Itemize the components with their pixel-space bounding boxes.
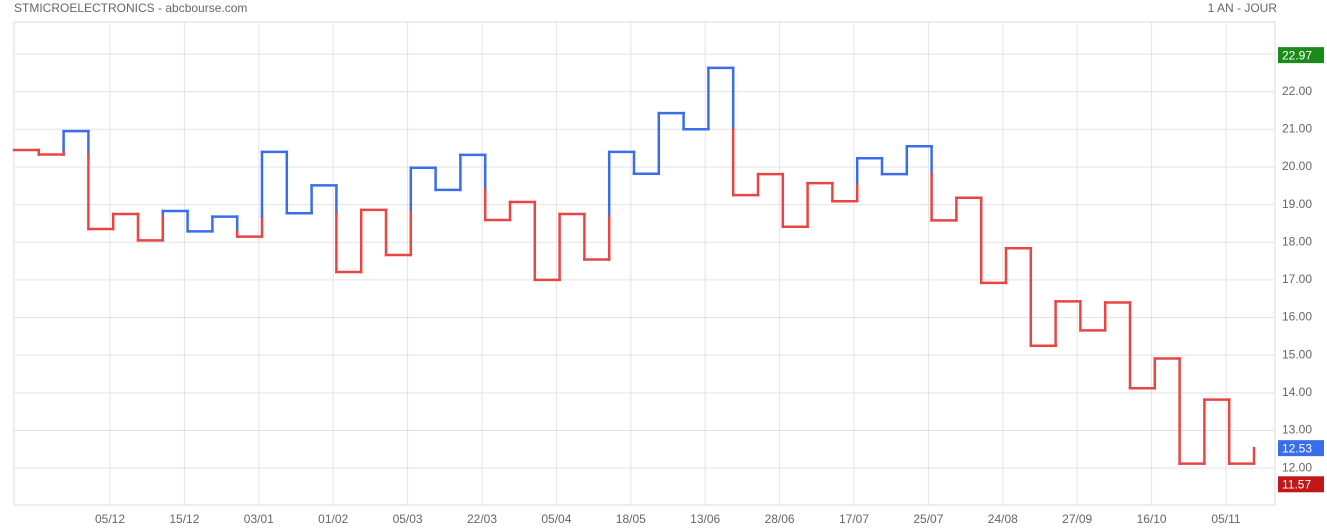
- price-badge-label: 22.97: [1282, 48, 1312, 62]
- x-tick-label: 13/06: [690, 512, 720, 526]
- x-tick-label: 25/07: [913, 512, 943, 526]
- x-tick-label: 16/10: [1137, 512, 1167, 526]
- y-tick-label: 12.00: [1282, 460, 1312, 474]
- y-tick-label: 21.00: [1282, 121, 1312, 135]
- price-badge-label: 12.53: [1282, 441, 1312, 455]
- price-badge: [1278, 47, 1324, 64]
- y-tick-label: 20.00: [1282, 159, 1312, 173]
- y-tick-label: 18.00: [1282, 234, 1312, 248]
- x-tick-label: 24/08: [988, 512, 1018, 526]
- x-tick-label: 05/12: [95, 512, 125, 526]
- x-tick-label: 22/03: [467, 512, 497, 526]
- x-tick-label: 17/07: [839, 512, 869, 526]
- x-tick-label: 03/01: [244, 512, 274, 526]
- y-tick-label: 14.00: [1282, 385, 1312, 399]
- x-tick-label: 01/02: [318, 512, 348, 526]
- chart-subtitle: 1 AN - JOUR: [1208, 1, 1278, 15]
- y-tick-label: 17.00: [1282, 272, 1312, 286]
- price-badge-label: 11.57: [1282, 477, 1311, 491]
- x-tick-label: 18/05: [616, 512, 646, 526]
- price-badge: [1278, 440, 1324, 457]
- y-tick-label: 13.00: [1282, 423, 1312, 437]
- x-tick-label: 28/06: [765, 512, 795, 526]
- price-badge: [1278, 476, 1324, 493]
- y-tick-label: 16.00: [1282, 310, 1312, 324]
- chart-title: STMICROELECTRONICS - abcbourse.com: [14, 1, 247, 15]
- x-tick-label: 05/11: [1211, 512, 1240, 526]
- x-tick-label: 05/03: [393, 512, 423, 526]
- y-tick-label: 15.00: [1282, 347, 1312, 361]
- y-tick-label: 19.00: [1282, 197, 1312, 211]
- y-tick-label: 22.00: [1282, 84, 1312, 98]
- x-tick-label: 05/04: [541, 512, 571, 526]
- x-tick-label: 27/09: [1062, 512, 1092, 526]
- x-tick-label: 15/12: [169, 512, 199, 526]
- plot-frame: [13, 21, 1276, 506]
